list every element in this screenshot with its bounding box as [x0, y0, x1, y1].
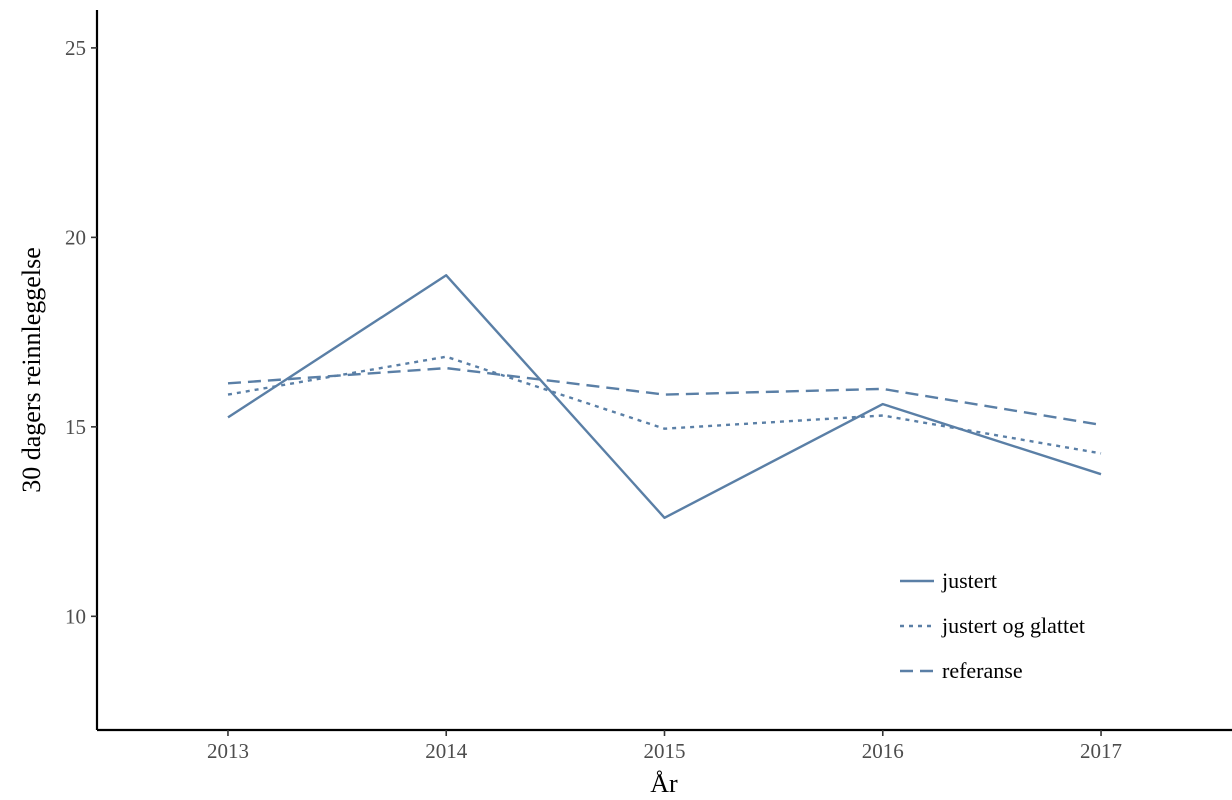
series-line-2: [227, 355, 1102, 455]
y-axis-ticks: 10 15 20 25: [65, 36, 97, 628]
y-tick-label: 15: [65, 415, 86, 439]
y-tick-label: 10: [65, 604, 86, 628]
y-axis-title: 30 dagers reinnleggelse: [17, 247, 46, 492]
series-layer: [227, 274, 1102, 519]
legend-label-1: justert: [941, 568, 997, 593]
legend-label-3: referanse: [942, 658, 1023, 683]
series-line-1: [227, 274, 1102, 519]
x-tick-label: 2015: [644, 739, 686, 763]
legend-label-2: justert og glattet: [941, 613, 1085, 638]
x-axis-title: År: [650, 769, 678, 798]
series-line-3: [227, 366, 1102, 427]
legend: justert justert og glattet referanse: [900, 568, 1085, 683]
x-tick-label: 2017: [1080, 739, 1122, 763]
x-tick-label: 2014: [425, 739, 468, 763]
x-tick-label: 2016: [862, 739, 904, 763]
x-axis-ticks: 2013 2014 2015 2016 2017: [207, 730, 1122, 763]
x-tick-label: 2013: [207, 739, 249, 763]
y-tick-label: 25: [65, 36, 86, 60]
y-tick-label: 20: [65, 225, 86, 249]
